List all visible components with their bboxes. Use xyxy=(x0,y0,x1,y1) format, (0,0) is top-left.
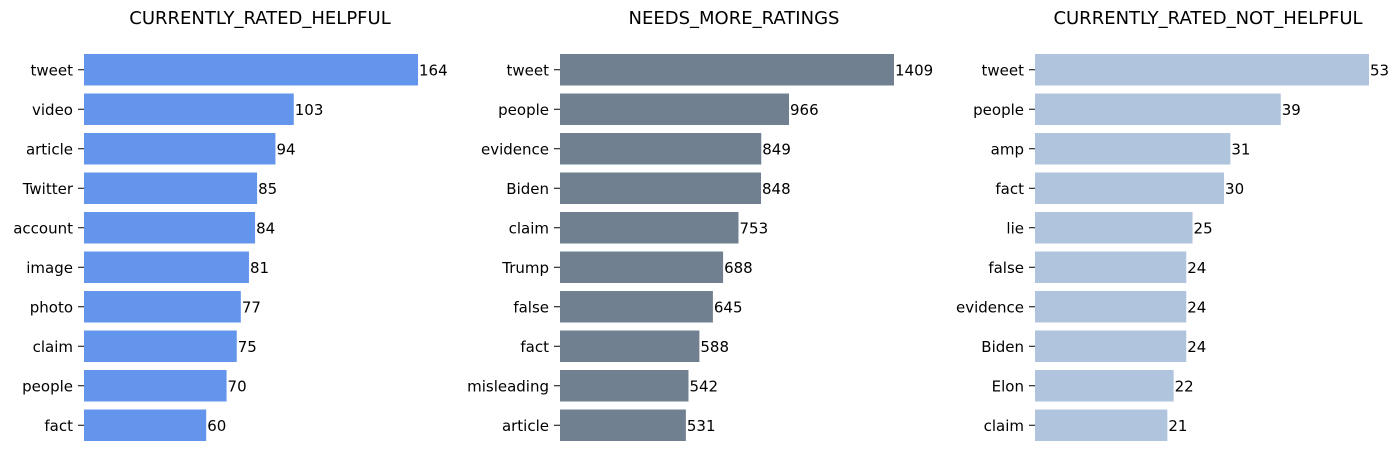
y-tick-label: photo xyxy=(30,298,73,316)
y-tick-label: Elon xyxy=(992,377,1024,395)
data-label: 753 xyxy=(740,219,769,237)
bar-fact xyxy=(84,409,207,441)
data-label: 103 xyxy=(295,101,324,119)
data-label: 164 xyxy=(419,61,448,79)
data-label: 22 xyxy=(1175,377,1194,395)
data-label: 85 xyxy=(258,180,277,198)
y-tick-label: tweet xyxy=(982,61,1025,79)
data-label: 31 xyxy=(1231,140,1250,158)
y-tick-label: tweet xyxy=(507,61,550,79)
bar-photo xyxy=(84,291,241,323)
bar-account xyxy=(84,212,256,244)
y-tick-label: people xyxy=(973,101,1024,119)
bar-claim xyxy=(1035,409,1168,441)
data-label: 588 xyxy=(700,338,729,356)
data-label: 531 xyxy=(687,417,716,435)
y-tick-label: Biden xyxy=(981,338,1024,356)
data-label: 24 xyxy=(1187,338,1206,356)
y-tick-label: false xyxy=(988,259,1024,277)
y-tick-label: fact xyxy=(44,417,73,435)
bar-people xyxy=(560,93,789,125)
data-label: 81 xyxy=(250,259,269,277)
bar-article xyxy=(560,409,686,441)
data-label: 77 xyxy=(242,298,261,316)
data-label: 849 xyxy=(762,140,791,158)
bar-image xyxy=(84,251,249,283)
bar-evidence xyxy=(1035,291,1187,323)
y-tick-label: claim xyxy=(33,338,73,356)
y-tick-label: people xyxy=(498,101,549,119)
bar-lie xyxy=(1035,212,1193,244)
data-label: 25 xyxy=(1194,219,1213,237)
bar-people xyxy=(1035,93,1281,125)
data-label: 21 xyxy=(1168,417,1187,435)
data-label: 24 xyxy=(1187,298,1206,316)
data-label: 24 xyxy=(1187,259,1206,277)
chart-title: NEEDS_MORE_RATINGS xyxy=(629,8,840,29)
y-tick-label: fact xyxy=(520,338,549,356)
chart-title: CURRENTLY_RATED_NOT_HELPFUL xyxy=(1053,8,1362,29)
bar-video xyxy=(84,93,294,125)
y-tick-label: people xyxy=(22,377,73,395)
bar-elon xyxy=(1035,370,1174,402)
data-label: 84 xyxy=(256,219,275,237)
y-tick-label: video xyxy=(32,101,73,119)
bar-evidence xyxy=(560,133,762,165)
y-tick-label: lie xyxy=(1006,219,1024,237)
y-tick-label: evidence xyxy=(481,140,549,158)
y-tick-label: article xyxy=(502,417,549,435)
bar-people xyxy=(84,370,227,402)
data-label: 542 xyxy=(689,377,718,395)
bar-false xyxy=(560,291,713,323)
data-label: 30 xyxy=(1225,180,1244,198)
bar-biden xyxy=(560,172,762,204)
y-tick-label: amp xyxy=(991,140,1024,158)
data-label: 645 xyxy=(714,298,743,316)
y-tick-label: misleading xyxy=(467,377,549,395)
data-label: 848 xyxy=(762,180,791,198)
bar-trump xyxy=(560,251,724,283)
data-label: 70 xyxy=(228,377,247,395)
bar-misleading xyxy=(560,370,689,402)
bar-tweet xyxy=(84,54,418,86)
data-label: 966 xyxy=(790,101,819,119)
data-label: 53 xyxy=(1370,61,1389,79)
bar-claim xyxy=(84,330,237,362)
y-tick-label: false xyxy=(513,298,549,316)
bar-fact xyxy=(1035,172,1225,204)
y-tick-label: claim xyxy=(509,219,549,237)
data-label: 39 xyxy=(1282,101,1301,119)
y-tick-label: evidence xyxy=(956,298,1024,316)
data-label: 94 xyxy=(276,140,295,158)
y-tick-label: fact xyxy=(995,180,1024,198)
bar-claim xyxy=(560,212,739,244)
bar-amp xyxy=(1035,133,1231,165)
data-label: 60 xyxy=(207,417,226,435)
y-tick-label: Twitter xyxy=(22,180,74,198)
bar-biden xyxy=(1035,330,1187,362)
bar-fact xyxy=(560,330,700,362)
data-label: 688 xyxy=(724,259,753,277)
bar-twitter xyxy=(84,172,258,204)
y-tick-label: claim xyxy=(984,417,1024,435)
bar-article xyxy=(84,133,276,165)
y-tick-label: image xyxy=(26,259,73,277)
y-tick-label: article xyxy=(26,140,73,158)
bar-tweet xyxy=(560,54,894,86)
y-tick-label: account xyxy=(13,219,73,237)
bar-tweet xyxy=(1035,54,1369,86)
y-tick-label: tweet xyxy=(31,61,74,79)
data-label: 1409 xyxy=(895,61,933,79)
y-tick-label: Biden xyxy=(506,180,549,198)
bar-false xyxy=(1035,251,1187,283)
data-label: 75 xyxy=(238,338,257,356)
y-tick-label: Trump xyxy=(501,259,549,277)
chart-title: CURRENTLY_RATED_HELPFUL xyxy=(129,8,391,29)
